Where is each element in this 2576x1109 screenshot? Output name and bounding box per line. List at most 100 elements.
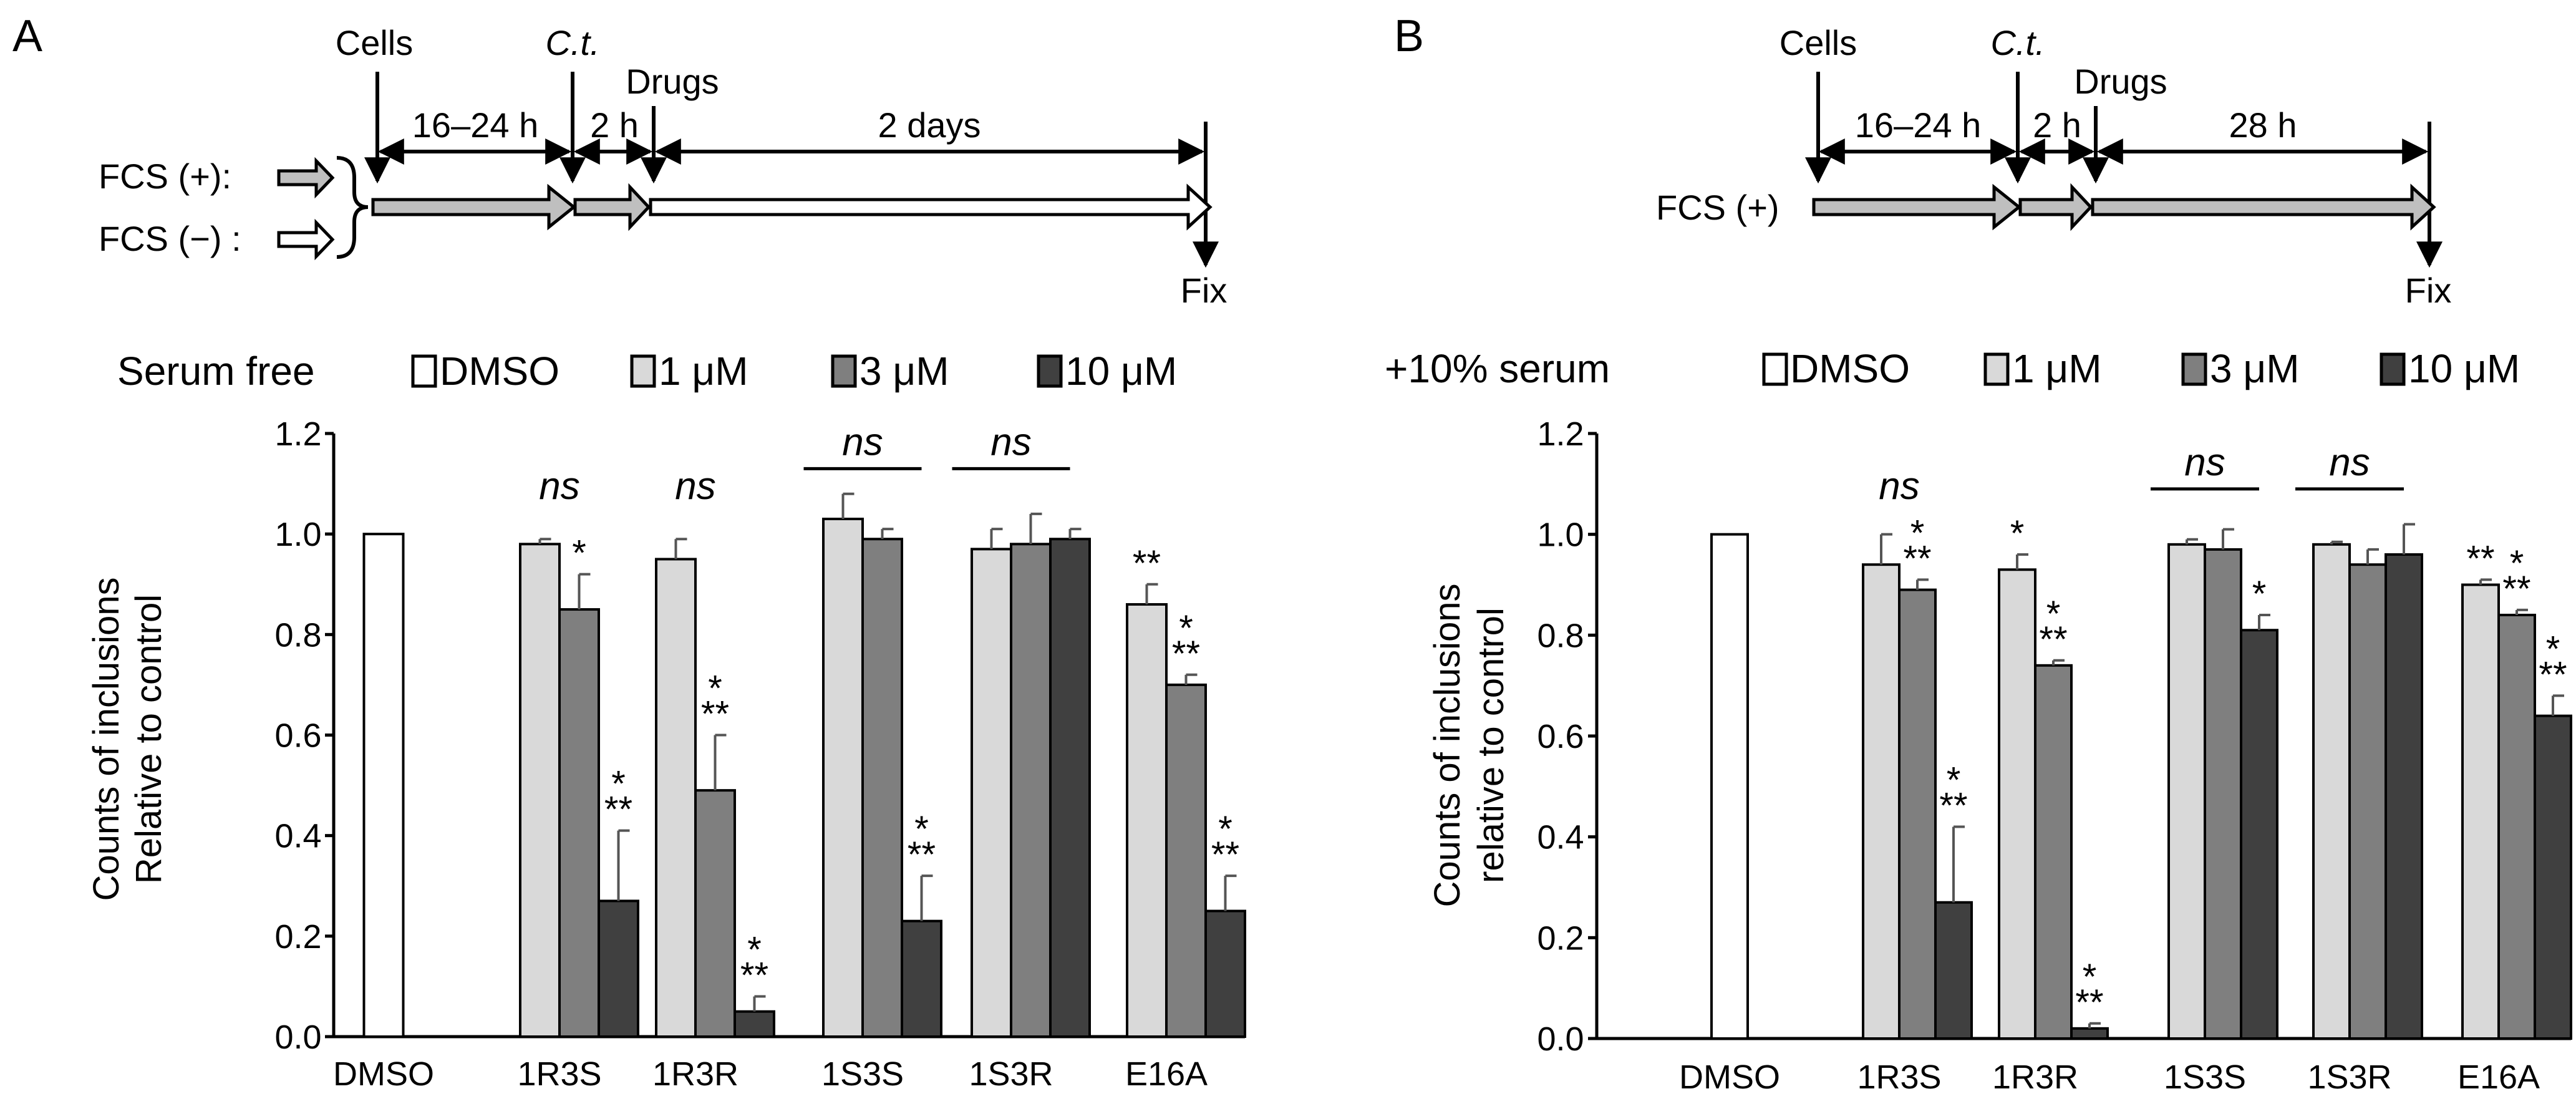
timeline-arrow-seg3: [2091, 183, 2436, 231]
legend-swatch-10um: [1037, 354, 1063, 388]
fcs-plus-label: FCS (+): [1656, 188, 1779, 227]
bar: [694, 789, 736, 1039]
significance-marker: **: [604, 790, 632, 830]
y-tick-label: 1.2: [274, 415, 321, 453]
bar: [2167, 543, 2206, 1040]
legend-swatch-1um: [1983, 352, 2010, 386]
timeline-ct-label: C.t.: [1990, 23, 2045, 62]
significance-marker: **: [1133, 543, 1161, 584]
timeline-fix-label: Fix: [1181, 271, 1227, 310]
legend-label-3um: 3 μM: [2210, 346, 2300, 391]
bar: [598, 899, 639, 1039]
panel-b-label: B: [1394, 11, 1424, 61]
x-category-label: E16A: [2457, 1058, 2540, 1096]
fcs-minus-label: FCS (−) :: [99, 219, 241, 258]
timeline-seg2-label: 2 h: [590, 105, 639, 145]
panel-b-legend: +10% serum DMSO 1 μM 3 μM 10 μM: [1385, 346, 2520, 391]
bar: [861, 538, 903, 1038]
significance-marker: *: [708, 669, 722, 709]
bar: [1010, 543, 1052, 1038]
y-axis-label-line1: Counts of inclusions: [1427, 583, 1468, 907]
y-tick-label: 0.2: [1537, 919, 1584, 957]
significance-marker: *: [914, 809, 929, 850]
significance-marker: *: [2010, 513, 2025, 554]
timeline-arrow-seg1: [1812, 183, 2022, 231]
significance-marker: *: [1179, 608, 1193, 649]
y-tick-label: 0.8: [274, 616, 321, 654]
significance-marker: **: [1939, 786, 1967, 826]
y-axis-label-line1: Counts of inclusions: [86, 577, 127, 901]
x-category-label: 1S3R: [969, 1055, 1053, 1093]
legend-swatch-1um: [630, 354, 656, 388]
panel-b: B Cells C.t. Drugs Fix 16–24 h 2 h 28 h …: [1385, 11, 2572, 1096]
bar: [519, 543, 561, 1038]
bar: [1204, 909, 1246, 1038]
panel-a-label: A: [12, 11, 42, 61]
y-tick-label: 1.0: [1537, 516, 1584, 554]
y-tick-label: 0.0: [274, 1019, 321, 1056]
bar: [558, 608, 600, 1038]
significance-marker: **: [2539, 654, 2567, 695]
bar: [822, 517, 864, 1038]
ns-label: ns: [1879, 465, 1919, 508]
legend-label-1um: 1 μM: [659, 349, 748, 394]
timeline-seg2-label: 2 h: [2033, 105, 2081, 145]
timeline-seg3-label: 28 h: [2229, 105, 2297, 145]
y-tick-label: 0.6: [274, 717, 321, 755]
legend-label-dmso: DMSO: [440, 349, 559, 394]
legend-label-dmso: DMSO: [1790, 346, 1910, 391]
x-category-label: 1R3R: [1992, 1058, 2078, 1096]
significance-marker: *: [2546, 629, 2560, 669]
y-tick-label: 0.8: [1537, 617, 1584, 654]
x-category-label: 1S3S: [2164, 1058, 2246, 1096]
x-category-label: 1R3S: [517, 1055, 601, 1093]
panel-a-chart: Counts of inclusions Relative to control…: [86, 415, 1246, 1093]
timeline-arrow-seg2: [573, 183, 651, 231]
bar: [1049, 538, 1091, 1038]
bar: [1165, 683, 1207, 1038]
significance-marker: *: [2083, 957, 2097, 997]
timeline-arrow-seg1: [371, 183, 577, 231]
significance-marker: *: [747, 930, 762, 971]
ns-label: ns: [842, 420, 883, 463]
significance-marker: *: [1218, 809, 1232, 850]
x-category-label: 1R3R: [652, 1055, 738, 1093]
fcs-plus-arrow-icon: [277, 157, 335, 199]
significance-marker: *: [1910, 513, 1925, 553]
legend-swatch-dmso: [411, 354, 437, 388]
y-axis-label-line2: Relative to control: [128, 594, 169, 884]
bar: [2461, 583, 2500, 1040]
significance-marker: **: [740, 956, 768, 996]
fcs-minus-arrow-icon: [277, 218, 335, 261]
bar: [2204, 548, 2242, 1040]
bar: [1862, 563, 1901, 1040]
legend-swatch-3um: [831, 354, 857, 388]
timeline-seg1-label: 16–24 h: [412, 105, 538, 145]
significance-marker: *: [1947, 760, 1961, 801]
significance-marker: **: [2502, 569, 2530, 609]
y-tick-label: 1.2: [1537, 415, 1584, 453]
significance-marker: **: [1903, 538, 1931, 579]
bar: [971, 548, 1012, 1038]
fcs-plus-label: FCS (+):: [99, 157, 231, 196]
ns-label: ns: [675, 465, 715, 508]
timeline-seg3-label: 2 days: [878, 105, 981, 145]
y-tick-label: 0.4: [1537, 819, 1584, 856]
bar: [2385, 553, 2423, 1040]
timeline-cells-label: Cells: [336, 23, 413, 62]
significance-marker: **: [2075, 982, 2103, 1023]
bar: [1126, 603, 1168, 1038]
timeline-arrow-seg2: [2018, 183, 2093, 231]
legend-title: +10% serum: [1385, 346, 1610, 391]
ns-label: ns: [2184, 441, 2225, 484]
panel-b-timeline: Cells C.t. Drugs Fix 16–24 h 2 h 28 h FC…: [1656, 23, 2451, 310]
y-tick-label: 0.0: [1537, 1020, 1584, 1058]
bar: [2534, 714, 2572, 1040]
significance-marker: *: [2510, 543, 2524, 584]
legend-title: Serum free: [117, 349, 315, 394]
panel-a-legend: Serum free DMSO 1 μM 3 μM 10 μM: [117, 349, 1177, 394]
timeline-fix-label: Fix: [2405, 271, 2452, 310]
significance-marker: **: [2466, 538, 2494, 579]
y-axis-label-line2: relative to control: [1471, 608, 1511, 883]
bar: [2348, 563, 2387, 1040]
